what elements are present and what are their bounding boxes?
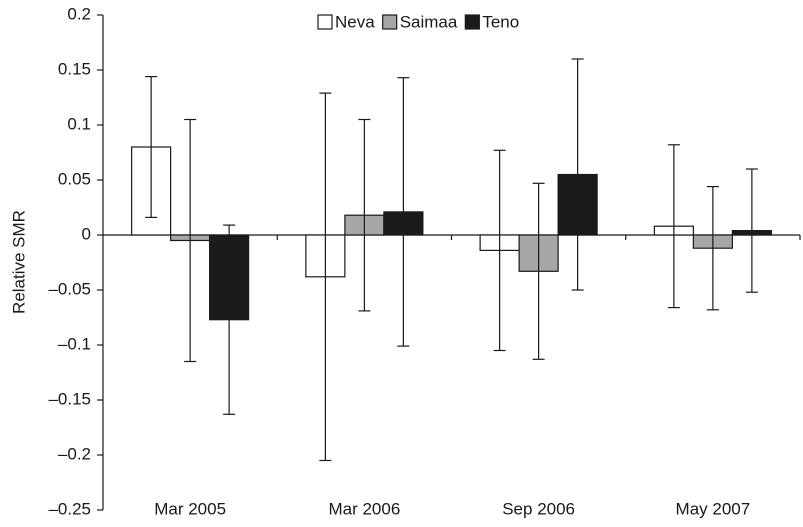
legend-label: Teno <box>482 12 519 31</box>
error-bar <box>397 77 410 347</box>
y-tick-label: 0.1 <box>67 114 91 133</box>
y-tick-label: –0.1 <box>58 334 91 353</box>
error-bar <box>493 149 506 352</box>
error-bar <box>184 118 197 363</box>
legend-label: Saimaa <box>400 12 458 31</box>
x-tick-label: Sep 2006 <box>502 499 575 518</box>
error-bar <box>745 168 758 293</box>
legend-label: Neva <box>335 12 375 31</box>
legend-swatch <box>464 14 480 30</box>
legend-swatch <box>317 14 333 30</box>
y-tick-label: 0 <box>82 224 91 243</box>
error-bar <box>667 144 680 309</box>
error-bar <box>319 92 332 462</box>
y-axis-label: Relative SMR <box>9 210 28 314</box>
y-tick-label: 0.2 <box>67 4 91 23</box>
error-bar <box>358 118 371 312</box>
error-bar <box>145 75 158 218</box>
error-bar <box>532 182 545 360</box>
y-tick-label: 0.05 <box>58 169 91 188</box>
error-bar <box>706 186 719 311</box>
error-bar <box>223 224 236 415</box>
x-tick-label: May 2007 <box>676 499 751 518</box>
y-tick-label: –0.05 <box>48 279 91 298</box>
y-tick-label: 0.15 <box>58 59 91 78</box>
legend-swatch <box>382 14 398 30</box>
error-bar <box>571 58 584 291</box>
x-tick-label: Mar 2005 <box>154 499 226 518</box>
y-tick-label: –0.2 <box>58 444 91 463</box>
y-tick-label: –0.25 <box>48 499 91 518</box>
y-tick-label: –0.15 <box>48 389 91 408</box>
x-tick-label: Mar 2006 <box>328 499 400 518</box>
